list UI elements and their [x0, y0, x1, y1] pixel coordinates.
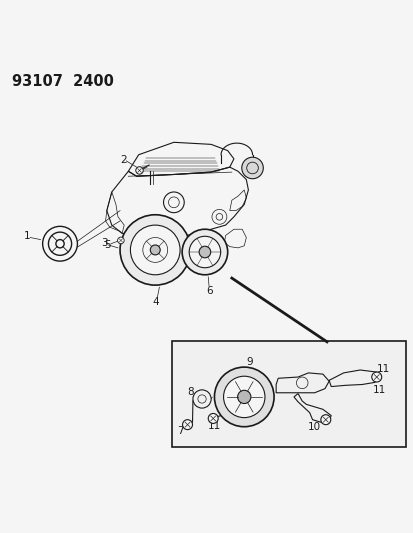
- Text: 3: 3: [101, 238, 107, 248]
- Text: 11: 11: [207, 421, 220, 431]
- Circle shape: [237, 390, 250, 403]
- Text: 93107  2400: 93107 2400: [12, 74, 114, 89]
- Circle shape: [223, 376, 264, 418]
- Circle shape: [120, 215, 190, 285]
- Text: 5: 5: [104, 240, 111, 250]
- Text: 1: 1: [24, 231, 30, 241]
- Text: 11: 11: [375, 364, 389, 374]
- Bar: [171, 341, 405, 447]
- Text: 8: 8: [187, 386, 193, 397]
- Circle shape: [117, 237, 124, 244]
- Circle shape: [320, 415, 330, 425]
- Circle shape: [130, 225, 180, 275]
- Circle shape: [150, 245, 160, 255]
- Circle shape: [135, 167, 143, 174]
- Text: 4: 4: [152, 297, 159, 306]
- Text: 7: 7: [176, 426, 183, 436]
- Circle shape: [189, 236, 220, 268]
- Circle shape: [182, 229, 227, 275]
- Text: 9: 9: [245, 357, 252, 367]
- Circle shape: [182, 419, 192, 430]
- Text: 6: 6: [205, 286, 212, 295]
- Circle shape: [214, 367, 273, 427]
- Text: 11: 11: [372, 385, 385, 395]
- Circle shape: [241, 157, 263, 179]
- Circle shape: [199, 246, 210, 258]
- Circle shape: [371, 372, 381, 382]
- Text: 2: 2: [120, 155, 126, 165]
- Text: 10: 10: [307, 422, 320, 432]
- Circle shape: [208, 414, 218, 423]
